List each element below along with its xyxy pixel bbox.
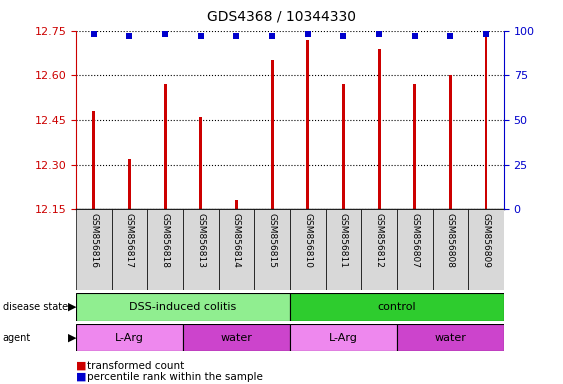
Text: control: control <box>378 302 416 312</box>
Text: GSM856809: GSM856809 <box>481 214 490 268</box>
Text: GSM856817: GSM856817 <box>125 214 134 268</box>
FancyBboxPatch shape <box>218 209 254 290</box>
FancyBboxPatch shape <box>290 324 397 351</box>
Text: ▶: ▶ <box>68 302 77 312</box>
Text: GSM856808: GSM856808 <box>446 214 455 268</box>
FancyBboxPatch shape <box>254 209 290 290</box>
Text: GSM856814: GSM856814 <box>232 214 241 268</box>
Text: disease state: disease state <box>3 302 68 312</box>
FancyBboxPatch shape <box>111 209 148 290</box>
Bar <box>306 40 309 209</box>
Text: GSM856815: GSM856815 <box>267 214 276 268</box>
FancyBboxPatch shape <box>290 293 504 321</box>
Text: GSM856811: GSM856811 <box>339 214 348 268</box>
Text: GDS4368 / 10344330: GDS4368 / 10344330 <box>207 10 356 23</box>
Bar <box>128 159 131 209</box>
Bar <box>199 117 202 209</box>
Bar <box>235 200 238 209</box>
FancyBboxPatch shape <box>397 209 432 290</box>
FancyBboxPatch shape <box>432 209 468 290</box>
Bar <box>485 31 488 209</box>
Text: GSM856810: GSM856810 <box>303 214 312 268</box>
FancyBboxPatch shape <box>76 293 290 321</box>
Text: ■: ■ <box>76 361 87 371</box>
Bar <box>271 60 274 209</box>
FancyBboxPatch shape <box>183 209 218 290</box>
Text: ▶: ▶ <box>68 333 77 343</box>
Text: GSM856816: GSM856816 <box>90 214 99 268</box>
Bar <box>413 84 416 209</box>
Text: L-Arg: L-Arg <box>329 333 358 343</box>
Text: transformed count: transformed count <box>87 361 185 371</box>
FancyBboxPatch shape <box>325 209 361 290</box>
Text: water: water <box>435 333 466 343</box>
Text: GSM856813: GSM856813 <box>196 214 205 268</box>
Text: GSM856807: GSM856807 <box>410 214 419 268</box>
Bar <box>378 48 381 209</box>
FancyBboxPatch shape <box>148 209 183 290</box>
Text: water: water <box>221 333 252 343</box>
Text: DSS-induced colitis: DSS-induced colitis <box>129 302 236 312</box>
FancyBboxPatch shape <box>76 324 183 351</box>
Text: GSM856818: GSM856818 <box>160 214 169 268</box>
Text: agent: agent <box>3 333 31 343</box>
Text: ■: ■ <box>76 372 87 382</box>
FancyBboxPatch shape <box>290 209 325 290</box>
FancyBboxPatch shape <box>468 209 504 290</box>
FancyBboxPatch shape <box>183 324 290 351</box>
Bar <box>342 84 345 209</box>
Text: L-Arg: L-Arg <box>115 333 144 343</box>
Bar <box>164 84 167 209</box>
Text: percentile rank within the sample: percentile rank within the sample <box>87 372 263 382</box>
FancyBboxPatch shape <box>76 209 111 290</box>
Text: GSM856812: GSM856812 <box>374 214 383 268</box>
FancyBboxPatch shape <box>397 324 504 351</box>
Bar <box>449 75 452 209</box>
Bar <box>92 111 95 209</box>
FancyBboxPatch shape <box>361 209 397 290</box>
